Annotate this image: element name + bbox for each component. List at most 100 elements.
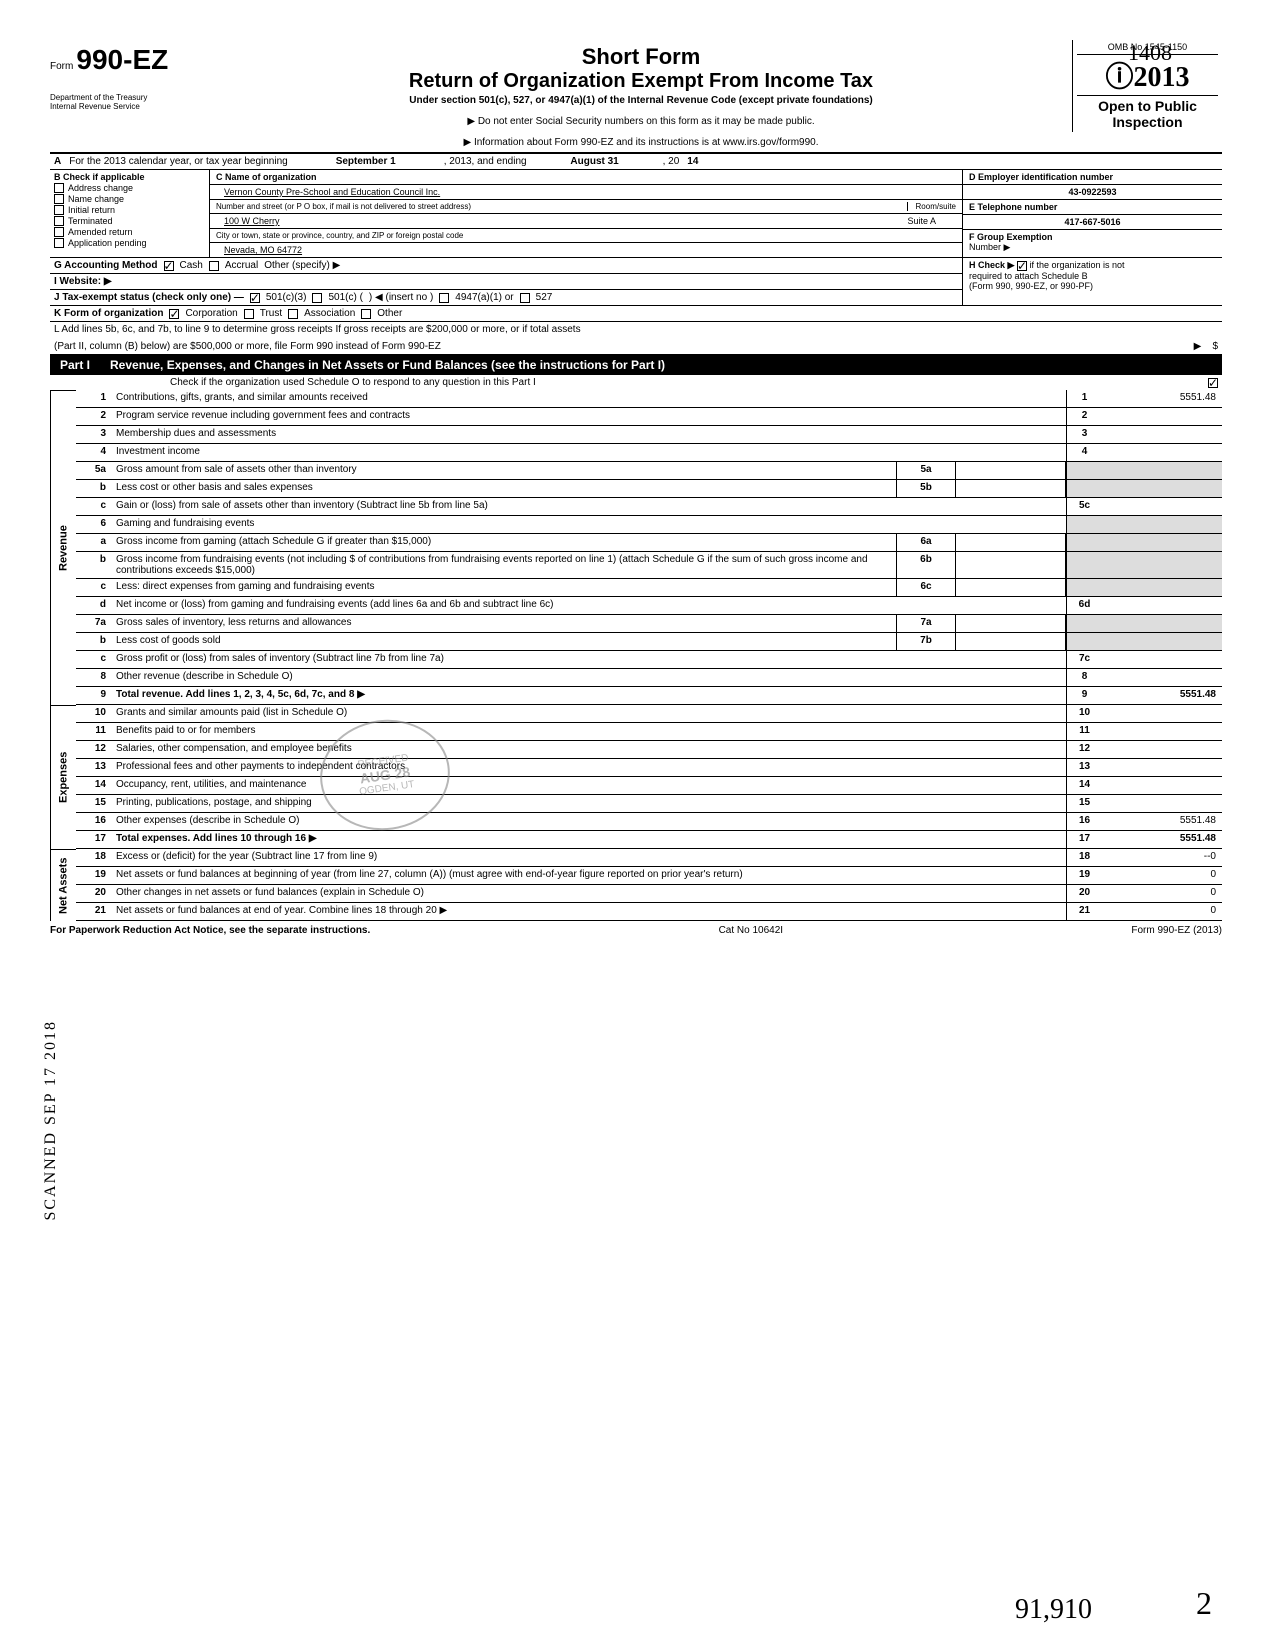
chk-corp[interactable] xyxy=(169,309,179,319)
row2-val xyxy=(1102,408,1222,425)
row15-num: 15 xyxy=(76,795,112,812)
row6b-rn xyxy=(1066,552,1102,578)
row5a-mv xyxy=(956,462,1066,479)
subtitle: Under section 501(c), 527, or 4947(a)(1)… xyxy=(218,95,1064,106)
row19-rn: 19 xyxy=(1066,867,1102,884)
row7c-desc: Gross profit or (loss) from sales of inv… xyxy=(112,651,1066,668)
row10-num: 10 xyxy=(76,705,112,722)
l-arrow: ▶ xyxy=(1194,341,1202,352)
row8-num: 8 xyxy=(76,669,112,686)
part1-label: Part I xyxy=(50,355,100,375)
chk-terminated[interactable] xyxy=(54,216,64,226)
part1-sub-text: Check if the organization used Schedule … xyxy=(170,377,536,388)
row6-rn xyxy=(1066,516,1102,533)
row9-desc: Total revenue. Add lines 1, 2, 3, 4, 5c,… xyxy=(112,687,1066,704)
row13-num: 13 xyxy=(76,759,112,776)
row5b-val xyxy=(1102,480,1222,497)
line-l: L Add lines 5b, 6c, and 7b, to line 9 to… xyxy=(50,322,1222,355)
row7b-mv xyxy=(956,633,1066,650)
lbl-501c3: 501(c)(3) xyxy=(266,292,307,303)
row15-desc: Printing, publications, postage, and shi… xyxy=(112,795,1066,812)
lbl-other-org: Other xyxy=(377,308,402,319)
row4-val xyxy=(1102,444,1222,461)
row2-num: 2 xyxy=(76,408,112,425)
chk-assoc[interactable] xyxy=(288,309,298,319)
row6d-val xyxy=(1102,597,1222,614)
row2-desc: Program service revenue including govern… xyxy=(112,408,1066,425)
row4-desc: Investment income xyxy=(112,444,1066,461)
row6a-mv xyxy=(956,534,1066,551)
row5a-rn xyxy=(1066,462,1102,479)
row6a-rn xyxy=(1066,534,1102,551)
i-label: I Website: ▶ xyxy=(54,276,112,287)
row5b-rn xyxy=(1066,480,1102,497)
row18-desc: Excess or (deficit) for the year (Subtra… xyxy=(112,849,1066,866)
row7c-val xyxy=(1102,651,1222,668)
row6d-desc: Net income or (loss) from gaming and fun… xyxy=(112,597,1066,614)
chk-name-change[interactable] xyxy=(54,194,64,204)
g-label: G Accounting Method xyxy=(54,260,158,271)
row3-val xyxy=(1102,426,1222,443)
chk-address-change[interactable] xyxy=(54,183,64,193)
row18-num: 18 xyxy=(76,849,112,866)
form-number: 990-EZ xyxy=(76,44,168,75)
scanned-stamp: SCANNED SEP 17 2018 xyxy=(42,1020,60,1221)
row8-val xyxy=(1102,669,1222,686)
row14-desc: Occupancy, rent, utilities, and maintena… xyxy=(112,777,1066,794)
chk-trust[interactable] xyxy=(244,309,254,319)
row17-desc: Total expenses. Add lines 10 through 16 … xyxy=(112,831,1066,848)
chk-accrual[interactable] xyxy=(209,261,219,271)
phone-label: E Telephone number xyxy=(969,202,1057,212)
row14-val xyxy=(1102,777,1222,794)
row18-rn: 18 xyxy=(1066,849,1102,866)
h-label: H Check ▶ xyxy=(969,260,1014,270)
row-a-tail: , 20 xyxy=(663,156,680,167)
row14-num: 14 xyxy=(76,777,112,794)
l-text1: L Add lines 5b, 6c, and 7b, to line 9 to… xyxy=(54,324,581,335)
row3-rn: 3 xyxy=(1066,426,1102,443)
chk-amended[interactable] xyxy=(54,227,64,237)
chk-4947[interactable] xyxy=(439,293,449,303)
chk-cash[interactable] xyxy=(164,261,174,271)
row12-val xyxy=(1102,741,1222,758)
row7a-mv xyxy=(956,615,1066,632)
chk-initial-return[interactable] xyxy=(54,205,64,215)
note-ssn: ▶ Do not enter Social Security numbers o… xyxy=(218,116,1064,127)
chk-scheduleb[interactable] xyxy=(1017,261,1027,271)
row6b-mn: 6b xyxy=(896,552,956,578)
row6c-desc: Less: direct expenses from gaming and fu… xyxy=(112,579,896,596)
lbl-527: 527 xyxy=(536,292,553,303)
row12-desc: Salaries, other compensation, and employ… xyxy=(112,741,1066,758)
chk-501c[interactable] xyxy=(312,293,322,303)
row5b-num: b xyxy=(76,480,112,497)
line-g: G Accounting Method Cash Accrual Other (… xyxy=(50,258,962,274)
row5b-desc: Less cost or other basis and sales expen… xyxy=(112,480,896,497)
chk-app-pending[interactable] xyxy=(54,238,64,248)
part1-sub: Check if the organization used Schedule … xyxy=(50,375,1222,390)
year-yy: 14 xyxy=(687,156,698,167)
section-expenses: Expenses xyxy=(50,705,76,849)
row6d-num: d xyxy=(76,597,112,614)
row6-val xyxy=(1102,516,1222,533)
row17-val: 5551.48 xyxy=(1102,831,1222,848)
row16-rn: 16 xyxy=(1066,813,1102,830)
line-i: I Website: ▶ xyxy=(50,274,962,290)
row17-rn: 17 xyxy=(1066,831,1102,848)
row5c-rn: 5c xyxy=(1066,498,1102,515)
row17-num: 17 xyxy=(76,831,112,848)
h-text3: required to attach Schedule B xyxy=(969,271,1216,281)
chk-501c3[interactable] xyxy=(250,293,260,303)
chk-527[interactable] xyxy=(520,293,530,303)
room-label: Room/suite xyxy=(907,202,956,211)
row-a-text: For the 2013 calendar year, or tax year … xyxy=(69,156,287,167)
footer-cat: Cat No 10642I xyxy=(719,925,784,936)
row6c-val xyxy=(1102,579,1222,596)
org-suite: Suite A xyxy=(907,216,956,226)
row21-val: 0 xyxy=(1102,903,1222,920)
chk-other-org[interactable] xyxy=(361,309,371,319)
chk-schedule-o[interactable] xyxy=(1208,378,1218,388)
row7a-num: 7a xyxy=(76,615,112,632)
addr-label: Number and street (or P O box, if mail i… xyxy=(216,202,471,211)
l-text2: (Part II, column (B) below) are $500,000… xyxy=(54,341,441,352)
row10-desc: Grants and similar amounts paid (list in… xyxy=(112,705,1066,722)
